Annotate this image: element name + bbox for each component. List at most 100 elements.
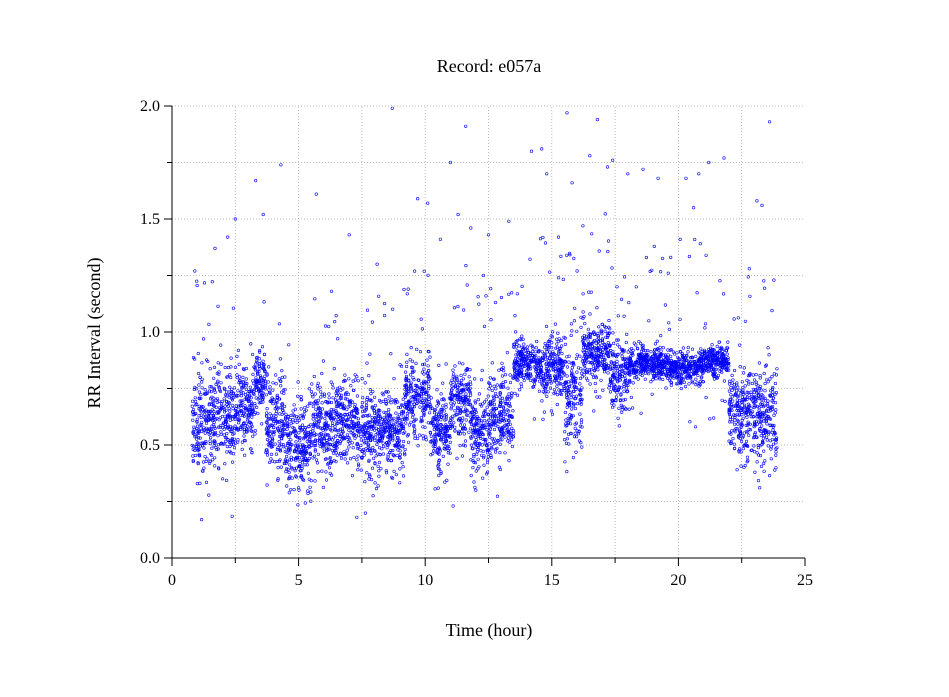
data-point (316, 387, 320, 391)
data-point (482, 463, 486, 467)
data-point (196, 428, 200, 432)
data-point (233, 414, 237, 418)
data-point (341, 437, 345, 441)
data-point (216, 410, 220, 414)
data-point (322, 449, 326, 453)
data-point (198, 375, 202, 379)
data-point (242, 405, 246, 409)
data-point (515, 292, 520, 296)
data-point (248, 385, 252, 389)
data-point (428, 430, 432, 434)
data-point (608, 327, 612, 331)
data-point (288, 463, 292, 467)
data-point (507, 392, 511, 396)
data-point (360, 456, 364, 460)
data-point (509, 396, 513, 400)
data-point (293, 418, 298, 422)
data-point (405, 360, 409, 364)
data-point (242, 434, 246, 438)
data-point (284, 470, 288, 474)
data-point (231, 392, 235, 396)
data-point (235, 412, 240, 416)
data-point (566, 420, 570, 425)
data-point (489, 409, 493, 413)
data-point (347, 412, 352, 416)
data-point (482, 324, 487, 329)
data-point (396, 415, 400, 419)
data-point (279, 384, 283, 388)
data-point (586, 378, 590, 382)
data-point (452, 378, 457, 382)
data-point (547, 377, 551, 381)
data-point (299, 469, 303, 473)
data-point (338, 393, 342, 397)
data-point (558, 374, 562, 379)
data-point (267, 439, 271, 443)
data-point (545, 350, 549, 354)
data-point (455, 397, 459, 401)
data-point (245, 418, 249, 422)
data-point (265, 432, 270, 436)
data-point (465, 409, 470, 413)
data-point (553, 378, 557, 382)
data-point (564, 390, 568, 395)
data-point (278, 425, 282, 429)
data-point (253, 429, 257, 433)
data-point (641, 370, 646, 374)
data-point (463, 439, 468, 443)
data-point (335, 400, 339, 404)
data-point (639, 411, 643, 415)
data-point (522, 346, 527, 350)
data-point (202, 446, 206, 450)
data-point (498, 404, 502, 409)
data-point (564, 424, 568, 428)
data-point (574, 450, 578, 454)
data-point (244, 387, 248, 392)
data-point (526, 366, 531, 371)
data-point (291, 409, 295, 413)
data-point (537, 349, 541, 353)
data-point (441, 425, 445, 429)
data-point (289, 488, 293, 492)
data-point (349, 431, 353, 435)
data-point (258, 367, 262, 371)
data-point (287, 470, 291, 475)
data-point (269, 452, 274, 457)
data-point (437, 402, 441, 406)
data-point (357, 464, 361, 468)
data-point (751, 373, 755, 377)
data-point (236, 410, 240, 414)
data-point (607, 318, 611, 323)
data-point (578, 382, 582, 386)
data-point (299, 394, 303, 399)
data-point (454, 393, 458, 397)
data-point (556, 339, 560, 344)
data-point (303, 406, 307, 410)
data-point (385, 390, 389, 394)
data-point (458, 444, 462, 448)
data-point (395, 453, 399, 458)
data-point (222, 408, 227, 412)
data-point (601, 353, 605, 357)
data-point (413, 429, 417, 433)
data-point (485, 425, 490, 430)
data-point (335, 387, 340, 391)
data-point (363, 408, 367, 412)
data-point (464, 264, 468, 268)
data-point (570, 329, 574, 333)
data-point (200, 386, 204, 390)
data-point (589, 290, 593, 294)
data-point (485, 470, 490, 474)
data-point (439, 410, 443, 414)
data-point (313, 443, 318, 448)
data-point (338, 441, 342, 446)
data-point (616, 338, 620, 342)
data-point (343, 397, 348, 401)
data-point (537, 389, 542, 393)
data-point (203, 388, 207, 392)
data-point (548, 386, 553, 390)
data-point (565, 437, 570, 441)
data-point (505, 351, 510, 355)
data-point (405, 352, 409, 357)
data-point (212, 423, 216, 427)
